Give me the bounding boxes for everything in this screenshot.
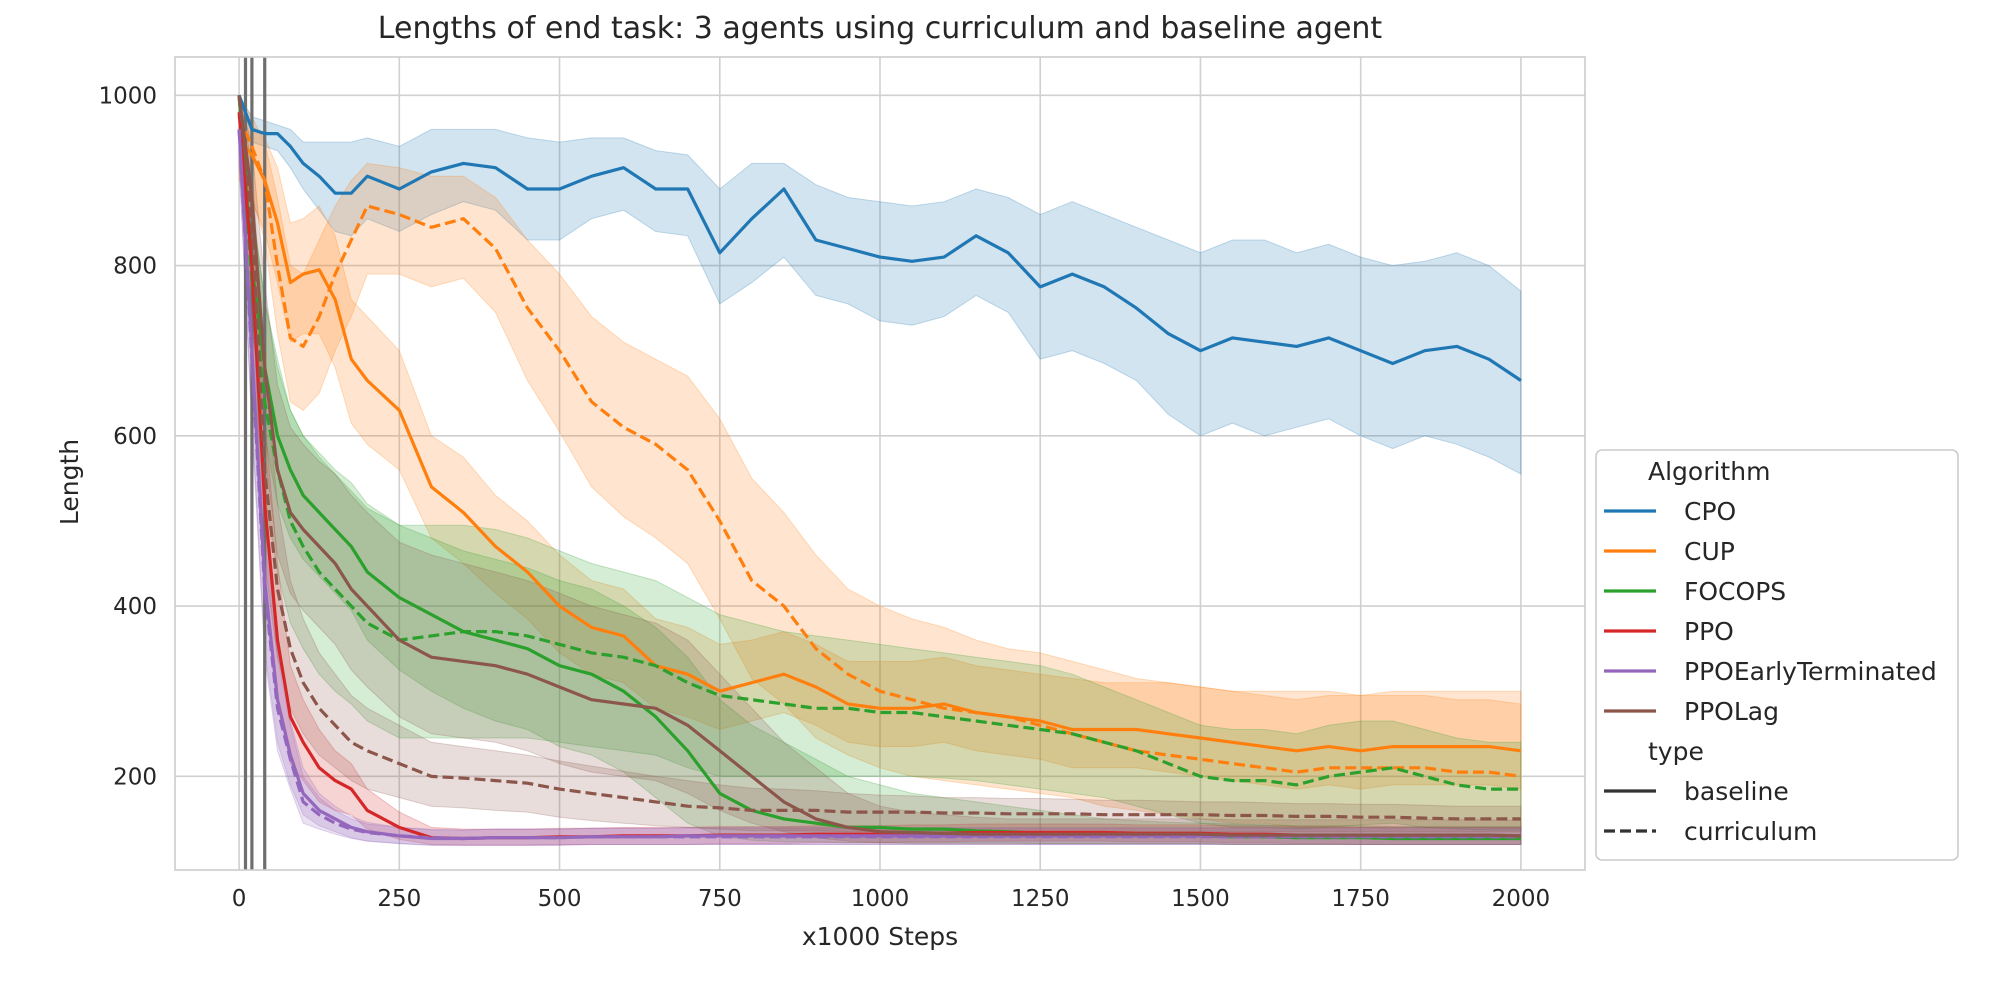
- gridlines: [175, 57, 1585, 870]
- line-ppolag-curriculum: [237, 95, 1521, 821]
- y-axis-label: Length: [55, 439, 84, 525]
- band-ppolag-curriculum: [238, 95, 1522, 833]
- x-tick-label: 750: [698, 886, 742, 912]
- band-ppolag-baseline: [238, 95, 1522, 845]
- line-cup-curriculum: [237, 115, 1522, 778]
- legend-label: PPOLag: [1684, 697, 1779, 726]
- legend-style-label: curriculum: [1684, 817, 1817, 846]
- band-focops-curriculum: [238, 95, 1522, 831]
- legend-box: [1595, 449, 1959, 861]
- line-focops-curriculum: [237, 95, 1521, 791]
- legend-label: CPO: [1684, 497, 1736, 526]
- x-tick-label: 2000: [1492, 886, 1551, 912]
- band-focops-baseline: [238, 95, 1522, 845]
- legend-title-type: type: [1648, 737, 1704, 766]
- plot-border: [174, 56, 1586, 871]
- legend-style-label: baseline: [1684, 777, 1789, 806]
- band-ppo-baseline: [238, 95, 1522, 846]
- y-tick-label: 1000: [98, 83, 157, 109]
- x-axis-label: x1000 Steps: [802, 922, 958, 951]
- x-tick-label: 1000: [851, 886, 910, 912]
- line-ppoearlyterminated-curriculum: [237, 129, 1521, 841]
- band-cup-baseline: [238, 111, 1522, 790]
- legend-title-algorithm: Algorithm: [1648, 457, 1770, 486]
- x-tick-label: 1750: [1331, 886, 1390, 912]
- series-lines: [237, 94, 1522, 841]
- y-tick-label: 600: [113, 424, 157, 450]
- chart-title: Lengths of end task: 3 agents using curr…: [378, 11, 1383, 46]
- band-cup-curriculum: [238, 98, 1522, 828]
- y-tick-label: 400: [113, 594, 157, 620]
- legend-label: CUP: [1684, 537, 1735, 566]
- y-tick-label: 800: [113, 254, 157, 280]
- x-tick-label: 250: [377, 886, 421, 912]
- band-ppoearlyterminated-curriculum: [238, 103, 1522, 846]
- x-tick-label: 500: [538, 886, 582, 912]
- x-tick-label: 0: [232, 886, 247, 912]
- line-cup-baseline: [237, 136, 1522, 753]
- x-tick-labels: 0 250 500 750 1000 1250 1500 1750 2000: [232, 886, 1550, 912]
- legend: Algorithm CPO CUP FOCOPS PPO PPOEarlyTerminat…: [1595, 449, 1959, 861]
- x-tick-label: 1250: [1011, 886, 1070, 912]
- legend-label: PPOEarlyTerminated: [1684, 657, 1937, 686]
- line-cpo-baseline: [237, 94, 1522, 382]
- x-tick-label: 1500: [1171, 886, 1230, 912]
- plot-frame: [174, 56, 1586, 871]
- band-ppoearlyterminated-baseline: [238, 103, 1522, 846]
- y-tick-labels: 200 400 600 800 1000: [98, 83, 157, 790]
- legend-label: FOCOPS: [1684, 577, 1786, 606]
- legend-label: PPO: [1684, 617, 1734, 646]
- y-tick-label: 200: [113, 764, 157, 790]
